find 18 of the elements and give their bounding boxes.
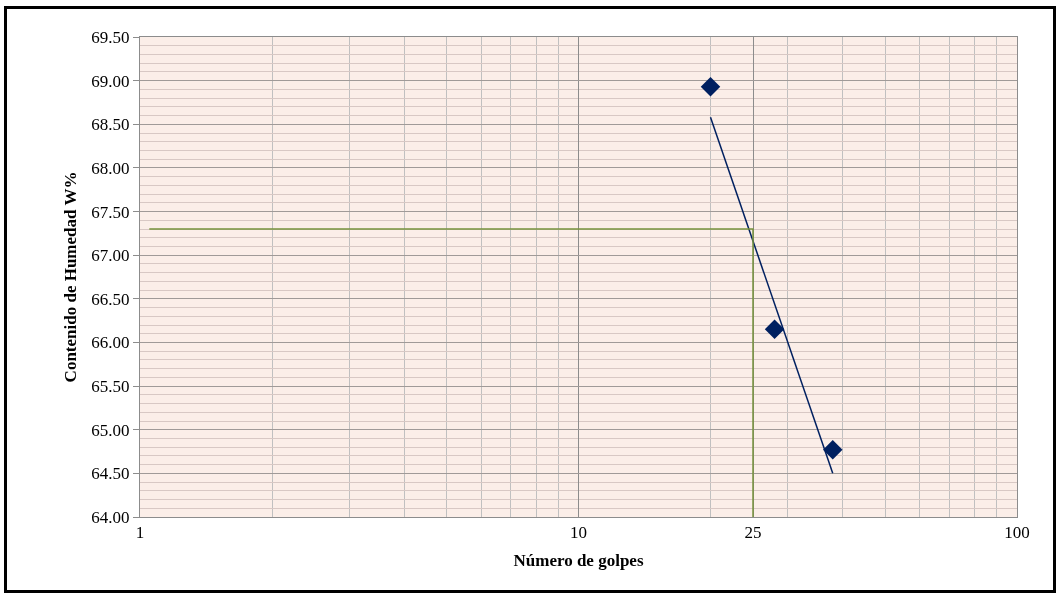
y-tick-label: 66.50 [91, 289, 130, 309]
x-tick-label: 100 [1004, 523, 1030, 543]
y-tick-label: 64.50 [91, 464, 130, 484]
y-tick-label: 68.00 [91, 158, 130, 178]
x-tick-label: 1 [135, 523, 145, 543]
y-tick-label: 65.00 [91, 420, 130, 440]
x-axis-title: Número de golpes [513, 550, 644, 570]
y-tick-label: 66.00 [91, 333, 130, 353]
y-tick-label: 67.00 [91, 246, 130, 266]
y-tick-label: 69.00 [91, 71, 130, 91]
y-tick-label: 67.50 [91, 202, 130, 222]
x-tick-label: 25 [744, 523, 762, 543]
y-axis-title: Contenido de Humedad W% [60, 171, 80, 383]
y-tick-label: 69.50 [91, 27, 130, 47]
y-tick-label: 65.50 [91, 377, 130, 397]
x-tick-label: 10 [570, 523, 587, 543]
y-tick-label: 64.00 [91, 507, 130, 527]
y-tick-label: 68.50 [91, 115, 130, 135]
